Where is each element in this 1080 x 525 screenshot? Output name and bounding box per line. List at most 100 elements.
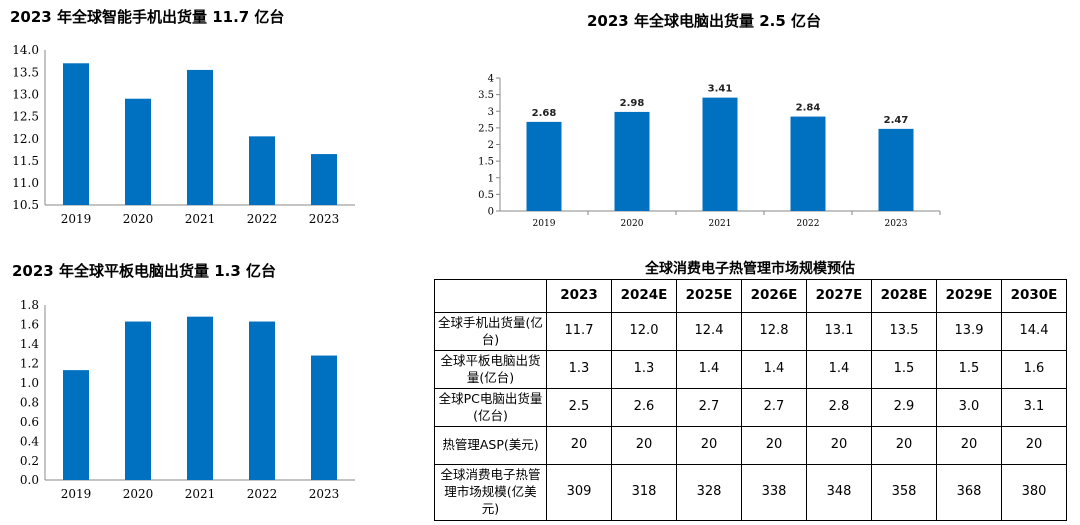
- table-cell: 3.0: [936, 388, 1002, 427]
- data-label: 2.47: [884, 115, 909, 126]
- table-cell: 20: [546, 426, 612, 465]
- table-cell: 348: [806, 464, 872, 521]
- x-tick-label: 2019: [61, 212, 92, 226]
- table-cell: 2.7: [676, 388, 742, 427]
- bar-2023: [311, 355, 337, 480]
- table-cell: 318: [611, 464, 677, 521]
- x-tick-label: 2019: [61, 487, 92, 501]
- table-cell: 13.9: [936, 312, 1002, 351]
- table-cell: 2.7: [741, 388, 807, 427]
- table-cell: 1.4: [741, 350, 807, 389]
- bar-2021: [702, 97, 738, 211]
- y-tick-label: 0.4: [20, 434, 39, 448]
- y-tick-label: 10.5: [12, 198, 39, 212]
- pc-shipments-chart: 2023 年全球电脑出货量 2.5 亿台 0 0.5 1 1.5 2 2.5 3 3.5 4 20…: [440, 0, 960, 240]
- table-cell: 368: [936, 464, 1002, 521]
- x-tick-label: 2020: [123, 487, 154, 501]
- bar-2019: [63, 63, 89, 206]
- bar-2019: [526, 121, 562, 211]
- table-cell: 20: [1001, 426, 1067, 465]
- table-cell: 20: [611, 426, 677, 465]
- pc-chart-svg: 0 0.5 1 1.5 2 2.5 3 3.5 4 2019 2.68 2020 2.98 2021 3.4…: [478, 74, 941, 229]
- y-tick-label: 0: [488, 207, 494, 218]
- y-tick-label: 13.0: [12, 87, 39, 101]
- x-tick-label: 2023: [309, 212, 340, 226]
- y-tick-label: 3.5: [478, 90, 494, 101]
- table-row: 全球消费电子热管理市场规模(亿美元) 309 318 328 338 348 358 368 3…: [434, 464, 1067, 521]
- table-header-cell: 2028E: [871, 279, 937, 313]
- y-tick-label: 11.5: [12, 154, 39, 168]
- y-tick-label: 1.5: [478, 157, 494, 168]
- table-cell: 1.3: [611, 350, 677, 389]
- bar-2020: [614, 111, 650, 211]
- table-row: 热管理ASP(美元) 20 20 20 20 20 20 20 20: [434, 426, 1067, 465]
- table-row-label: 全球消费电子热管理市场规模(亿美元): [434, 464, 547, 521]
- table-cell: 2.9: [871, 388, 937, 427]
- table-cell: 2.6: [611, 388, 677, 427]
- bar-2023: [878, 128, 914, 211]
- y-tick-label: 4: [488, 74, 494, 85]
- y-tick-label: 0.2: [20, 454, 39, 468]
- x-tick-label: 2022: [797, 219, 820, 229]
- table-cell: 309: [546, 464, 612, 521]
- y-tick-label: 11.0: [12, 176, 39, 190]
- tablet-chart-title: 2023 年全球平板电脑出货量 1.3 亿台: [12, 262, 276, 280]
- bar-2022: [249, 321, 275, 480]
- table-cell: 20: [806, 426, 872, 465]
- bar-2021: [187, 316, 213, 480]
- y-tick-label: 1.0: [20, 376, 39, 390]
- bar-2022: [790, 116, 826, 211]
- table-row-label: 全球PC电脑出货量(亿台): [434, 388, 547, 427]
- bar-2019: [63, 370, 89, 480]
- table-header-cell: 2029E: [936, 279, 1002, 313]
- x-tick-label: 2022: [247, 487, 278, 501]
- x-tick-label: 2020: [123, 212, 154, 226]
- table-cell: 2.5: [546, 388, 612, 427]
- y-tick-label: 12.0: [12, 132, 39, 146]
- table-cell: 11.7: [546, 312, 612, 351]
- bar-2022: [249, 136, 275, 205]
- table-cell: 338: [741, 464, 807, 521]
- table-cell: 12.0: [611, 312, 677, 351]
- table-cell: 20: [676, 426, 742, 465]
- data-label: 3.41: [708, 84, 733, 95]
- y-tick-label: 0.8: [20, 395, 39, 409]
- phone-chart-title: 2023 年全球智能手机出货量 11.7 亿台: [10, 8, 285, 26]
- x-tick-label: 2022: [247, 212, 278, 226]
- y-tick-label: 2.5: [478, 123, 494, 134]
- table-cell: 14.4: [1001, 312, 1067, 351]
- y-tick-label: 1.6: [20, 318, 39, 332]
- table-cell: 358: [871, 464, 937, 521]
- y-tick-label: 12.5: [12, 110, 39, 124]
- y-tick-label: 13.5: [12, 65, 39, 79]
- table-row: 全球PC电脑出货量(亿台) 2.5 2.6 2.7 2.7 2.8 2.9 3.0 3.1: [434, 388, 1067, 427]
- y-tick-label: 1.8: [20, 298, 39, 312]
- x-tick-label: 2021: [185, 487, 216, 501]
- table-cell: 13.1: [806, 312, 872, 351]
- data-label: 2.84: [796, 103, 821, 114]
- table-cell: 1.5: [871, 350, 937, 389]
- x-tick-label: 2023: [309, 487, 340, 501]
- table-cell: 1.5: [936, 350, 1002, 389]
- bar-2020: [125, 321, 151, 480]
- table-header-cell: 2023: [546, 279, 612, 313]
- table-cell: 20: [741, 426, 807, 465]
- y-tick-label: 1.2: [20, 357, 39, 371]
- table-cell: 1.6: [1001, 350, 1067, 389]
- table-row: 全球手机出货量(亿台) 11.7 12.0 12.4 12.8 13.1 13.5 13.9 1…: [434, 312, 1067, 351]
- x-tick-label: 2019: [533, 219, 556, 229]
- y-tick-label: 0.0: [20, 473, 39, 487]
- market-table-title: 全球消费电子热管理市场规模预估: [645, 261, 855, 277]
- data-label: 2.68: [532, 108, 557, 119]
- y-tick-label: 1.4: [20, 337, 39, 351]
- bar-2021: [187, 69, 213, 205]
- data-label: 2.98: [620, 98, 645, 109]
- table-header-cell: 2026E: [741, 279, 807, 313]
- y-tick-label: 0.6: [20, 415, 39, 429]
- table-header-row: 2023 2024E 2025E 2026E 2027E 2028E 2029E 2030E: [434, 279, 1067, 313]
- table-row-label: 全球平板电脑出货量(亿台): [434, 350, 547, 389]
- y-tick-label: 14.0: [12, 43, 39, 57]
- table-cell: 12.8: [741, 312, 807, 351]
- table-corner-cell: [434, 279, 547, 313]
- table-header-cell: 2025E: [676, 279, 742, 313]
